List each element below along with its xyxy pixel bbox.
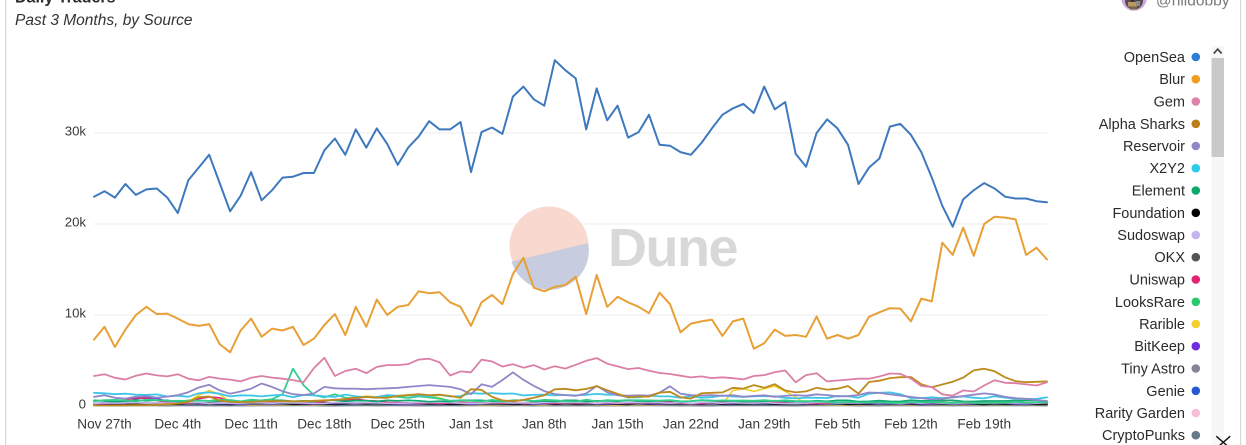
svg-text:Dec 4th: Dec 4th — [154, 417, 201, 432]
svg-text:Daily Traders: Daily Traders — [15, 0, 116, 7]
svg-text:Alpha Sharks: Alpha Sharks — [1099, 117, 1185, 133]
svg-text:10k: 10k — [65, 305, 87, 320]
svg-text:Feb 12th: Feb 12th — [884, 417, 938, 432]
svg-text:CryptoPunks: CryptoPunks — [1102, 428, 1185, 444]
svg-text:X2Y2: X2Y2 — [1150, 161, 1185, 177]
svg-text:Sudoswap: Sudoswap — [1117, 228, 1185, 244]
svg-text:Genie: Genie — [1146, 384, 1185, 400]
svg-text:BitKeep: BitKeep — [1134, 339, 1185, 355]
svg-text:0: 0 — [79, 396, 86, 411]
svg-text:Tiny Astro: Tiny Astro — [1121, 362, 1185, 378]
svg-text:Jan 15th: Jan 15th — [592, 417, 644, 432]
svg-text:Jan 29th: Jan 29th — [738, 417, 790, 432]
svg-text:Dune: Dune — [608, 218, 737, 278]
svg-text:Jan 1st: Jan 1st — [449, 417, 493, 432]
svg-text:OKX: OKX — [1154, 250, 1185, 266]
svg-text:Nov 27th: Nov 27th — [77, 417, 131, 432]
svg-text:20k: 20k — [65, 214, 87, 229]
svg-text:Dec 18th: Dec 18th — [297, 417, 351, 432]
svg-text:Jan 22nd: Jan 22nd — [663, 417, 719, 432]
svg-text:Dec 11th: Dec 11th — [224, 417, 277, 432]
svg-text:Foundation: Foundation — [1112, 206, 1185, 222]
svg-text:Uniswap: Uniswap — [1129, 273, 1185, 289]
svg-text:LooksRare: LooksRare — [1115, 295, 1185, 311]
svg-text:OpenSea: OpenSea — [1124, 50, 1186, 66]
svg-text:Reservoir: Reservoir — [1123, 139, 1185, 155]
svg-text:Feb 19th: Feb 19th — [957, 417, 1011, 432]
svg-text:Feb 5th: Feb 5th — [814, 417, 860, 432]
svg-text:Rarity Garden: Rarity Garden — [1095, 406, 1185, 422]
svg-text:Jan 8th: Jan 8th — [522, 417, 567, 432]
svg-text:Gem: Gem — [1154, 95, 1185, 111]
svg-text:30k: 30k — [65, 123, 87, 138]
svg-text:Rarible: Rarible — [1139, 317, 1185, 333]
svg-text:Blur: Blur — [1159, 72, 1185, 88]
svg-text:Element: Element — [1132, 184, 1185, 200]
svg-text:Past 3 Months, by Source: Past 3 Months, by Source — [15, 12, 193, 29]
svg-text:@hildobby: @hildobby — [1156, 0, 1230, 10]
svg-text:Dec 25th: Dec 25th — [370, 417, 424, 432]
